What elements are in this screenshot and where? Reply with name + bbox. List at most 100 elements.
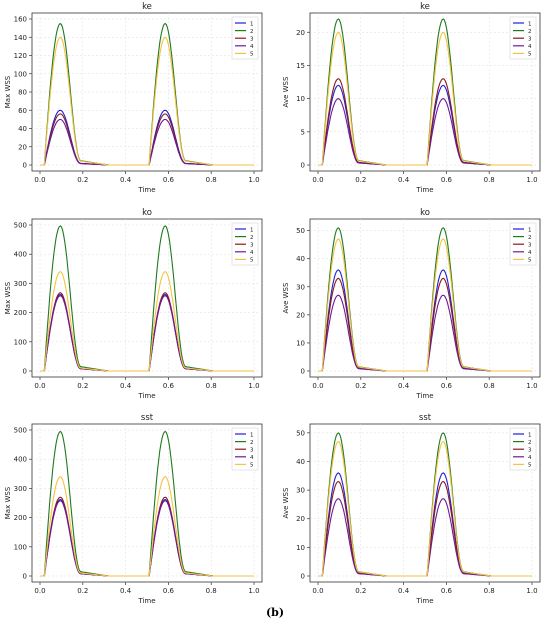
y-tick-label: 10 <box>296 95 305 103</box>
chart-title: ko <box>420 208 430 218</box>
x-tick-label: 1.0 <box>248 382 259 390</box>
series-line-5 <box>40 271 254 372</box>
y-tick-label: 400 <box>14 251 27 259</box>
x-tick-label: 1.0 <box>248 176 259 184</box>
legend-label: 3 <box>528 37 532 43</box>
legend-label: 2 <box>528 29 532 35</box>
chart-panel: 0.0 0.2 0.4 0.6 0.8 1.0 0 20 40 60 80 100 120 140 160 k… <box>4 2 263 194</box>
y-tick-label: 15 <box>296 62 305 70</box>
x-tick-label: 0.8 <box>206 587 217 595</box>
x-tick-label: 0.2 <box>77 587 88 595</box>
y-tick-label: 500 <box>14 222 27 230</box>
y-axis-label: Max WSS <box>4 486 12 519</box>
x-tick-label: 0.6 <box>441 176 453 184</box>
series-line-5 <box>318 440 532 577</box>
y-tick-label: 0 <box>23 573 27 581</box>
x-tick-label: 0.0 <box>312 587 323 595</box>
legend-label: 2 <box>250 440 254 446</box>
y-tick-label: 0 <box>23 162 27 170</box>
series-line-3 <box>318 480 532 577</box>
y-axis-label: Max WSS <box>4 75 12 108</box>
series-line-2 <box>318 18 532 166</box>
chart-title: sst <box>419 413 432 423</box>
series-line-3 <box>318 78 532 166</box>
legend-label: 4 <box>250 250 254 256</box>
legend-label: 5 <box>528 52 532 58</box>
y-tick-label: 0 <box>301 368 305 376</box>
series-line-1 <box>318 84 532 166</box>
plot-frame <box>309 12 541 172</box>
legend-label: 5 <box>528 258 532 264</box>
y-tick-label: 20 <box>296 515 305 523</box>
y-axis-label: Ave WSS <box>282 282 290 313</box>
x-tick-label: 0.8 <box>484 176 495 184</box>
series-line-3 <box>318 277 532 372</box>
y-tick-label: 500 <box>14 427 27 435</box>
y-axis-label: Ave WSS <box>282 487 290 518</box>
series-line-5 <box>318 31 532 166</box>
x-axis-label: Time <box>137 186 155 194</box>
x-tick-label: 0.0 <box>34 176 45 184</box>
y-tick-label: 20 <box>18 143 27 151</box>
y-tick-label: 10 <box>296 544 305 552</box>
chart-title: sst <box>141 413 154 423</box>
plot-frame <box>31 423 263 583</box>
x-axis-label: Time <box>415 392 433 400</box>
y-axis-label: Ave WSS <box>282 76 290 107</box>
legend-label: 4 <box>250 44 254 50</box>
legend-label: 1 <box>250 227 254 233</box>
series-line-5 <box>40 36 254 166</box>
x-tick-label: 0.8 <box>484 382 495 390</box>
x-tick-label: 0.8 <box>484 587 495 595</box>
plot-frame <box>309 423 541 583</box>
chart-title: ke <box>142 2 152 12</box>
chart-title: ko <box>142 208 152 218</box>
y-tick-label: 160 <box>14 16 27 24</box>
x-tick-label: 0.4 <box>398 382 410 390</box>
legend-label: 4 <box>528 455 532 461</box>
series-line-2 <box>40 225 254 372</box>
y-tick-label: 5 <box>301 128 305 136</box>
x-tick-label: 0.0 <box>34 382 45 390</box>
x-tick-label: 0.6 <box>441 382 453 390</box>
x-tick-label: 1.0 <box>526 382 537 390</box>
x-tick-label: 0.8 <box>206 382 217 390</box>
y-tick-label: 200 <box>14 514 27 522</box>
y-tick-label: 10 <box>296 339 305 347</box>
y-tick-label: 100 <box>14 70 27 78</box>
x-tick-label: 0.6 <box>163 587 175 595</box>
y-tick-label: 0 <box>23 368 27 376</box>
y-tick-label: 0 <box>301 573 305 581</box>
legend-label: 3 <box>250 37 254 43</box>
legend-label: 5 <box>250 52 254 58</box>
legend-label: 1 <box>528 432 532 438</box>
legend-label: 1 <box>250 21 254 27</box>
y-tick-label: 100 <box>14 543 27 551</box>
y-tick-label: 40 <box>296 255 305 263</box>
chart-panel: 0.0 0.2 0.4 0.6 0.8 1.0 0 10 20 30 40 50 sst Time Ave … <box>282 413 541 605</box>
y-tick-label: 20 <box>296 311 305 319</box>
x-axis-label: Time <box>415 186 433 194</box>
y-tick-label: 80 <box>18 89 27 97</box>
legend-label: 2 <box>250 29 254 35</box>
y-tick-label: 200 <box>14 309 27 317</box>
x-tick-label: 0.2 <box>355 176 366 184</box>
x-tick-label: 0.4 <box>398 587 410 595</box>
legend-label: 3 <box>250 243 254 249</box>
x-tick-label: 0.4 <box>120 587 132 595</box>
y-tick-label: 140 <box>14 34 27 42</box>
x-tick-label: 0.0 <box>312 382 323 390</box>
x-tick-label: 0.4 <box>120 176 132 184</box>
y-tick-label: 60 <box>18 107 27 115</box>
y-tick-label: 30 <box>296 487 305 495</box>
legend-label: 4 <box>528 44 532 50</box>
x-axis-label: Time <box>415 597 433 605</box>
legend-label: 3 <box>528 243 532 249</box>
legend-label: 1 <box>250 432 254 438</box>
legend-label: 3 <box>250 448 254 454</box>
series-line-2 <box>318 432 532 577</box>
legend-label: 2 <box>528 235 532 241</box>
x-tick-label: 0.2 <box>77 382 88 390</box>
